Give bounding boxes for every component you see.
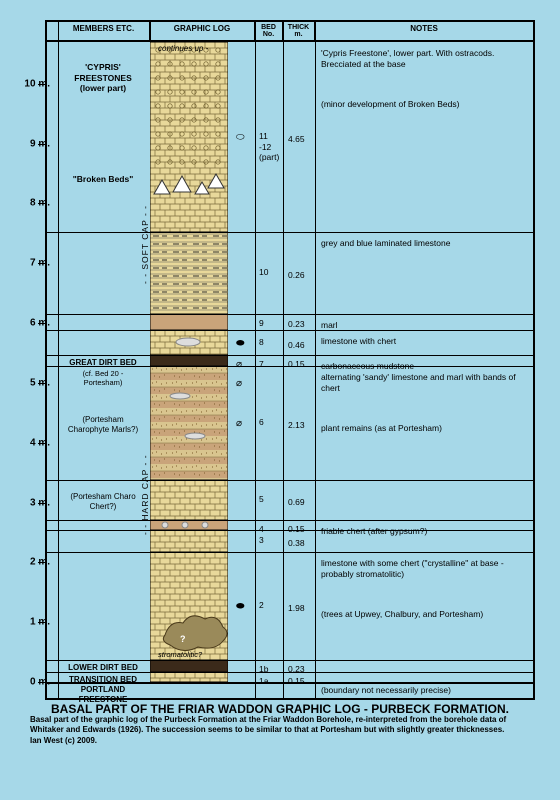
svg-text:?: ? — [180, 634, 186, 644]
bed-no-3: 8 — [256, 335, 282, 350]
member-sub-4: (cf. Bed 20 - Portesham) — [60, 367, 146, 390]
hdr-bed: BED No. — [255, 22, 283, 40]
thick-8: 0.38 — [285, 536, 313, 551]
note-9: limestone with some chert ("crystalline"… — [318, 556, 530, 581]
col-sep-5 — [315, 22, 316, 700]
bed-no-6: 5 — [256, 492, 282, 507]
bed-no-8: 3 — [256, 533, 282, 548]
row-sep-8 — [45, 552, 535, 553]
thick-3: 0.46 — [285, 338, 313, 353]
bed-no-0: 11 -12 (part) — [256, 129, 282, 165]
soft-cap-label: - - SOFT CAP - - — [140, 180, 150, 310]
col-sep-4 — [283, 22, 284, 700]
note-2: marl — [318, 318, 530, 333]
row-sep-0 — [45, 232, 535, 233]
symbol-9: ⬬ — [236, 601, 245, 612]
lith-bed-6 — [150, 366, 228, 480]
caption-line-3: Ian West (c) 2009. — [30, 736, 97, 745]
lith-bed-11 -12 (part) — [150, 42, 228, 232]
thick-1: 0.26 — [285, 268, 313, 283]
symbol-4: ⌀ — [236, 359, 242, 370]
note2-5: plant remains (as at Portesham) — [318, 421, 530, 436]
caption-line-1: Basal part of the graphic log of the Pur… — [30, 715, 506, 724]
zero-line — [45, 682, 535, 684]
note-5: alternating 'sandy' limestone and marl w… — [318, 370, 530, 395]
chart-caption: Basal part of the graphic log of the Pur… — [30, 715, 530, 746]
row-sep-1 — [45, 314, 535, 315]
thick-9: 1.98 — [285, 601, 313, 616]
bed-no-9: 2 — [256, 598, 282, 613]
note2-9: (trees at Upwey, Chalbury, and Portesham… — [318, 607, 530, 622]
thick-5: 2.13 — [285, 418, 313, 433]
lith-bed-7 — [150, 355, 228, 366]
col-sep-2 — [150, 22, 151, 40]
symbol2-5: ⌀ — [236, 378, 242, 389]
note-3: limestone with chert — [318, 334, 530, 349]
thick-7: 0.15 — [285, 522, 313, 537]
row-sep-6 — [45, 520, 535, 521]
col-sep-1 — [58, 22, 59, 700]
member1-0: 'CYPRIS' FREESTONES (lower part) — [60, 60, 146, 96]
note-7: friable chert (after gypsum?) — [318, 524, 530, 539]
member-6: (Portesham Charo Chert?) — [60, 490, 146, 514]
lith-bed-4 — [150, 520, 228, 530]
symbol-3: ⬬ — [236, 338, 245, 349]
row-sep-5 — [45, 480, 535, 481]
lith-bed-9 — [150, 314, 228, 330]
thick-0: 4.65 — [285, 132, 313, 147]
portland-note: (boundary not necessarily precise) — [318, 683, 530, 698]
chart-title: BASAL PART OF THE FRIAR WADDON GRAPHIC L… — [30, 702, 530, 716]
header-divider — [45, 40, 535, 42]
note-0: 'Cypris Freestone', lower part. With ost… — [318, 46, 530, 71]
symbol-5: ⌀ — [236, 418, 242, 429]
hdr-members: MEMBERS ETC. — [58, 22, 150, 40]
member2-0: "Broken Beds" — [60, 172, 146, 187]
member-5: (Portesham Charophyte Marls?) — [60, 413, 146, 437]
symbol-0: ⬭ — [236, 132, 245, 143]
bed-no-2: 9 — [256, 316, 282, 331]
lith-bed-1a — [150, 672, 228, 682]
bed-no-5: 6 — [256, 415, 282, 430]
lith-bed-2: ? — [150, 552, 228, 660]
bed-no-4: 7 — [256, 357, 282, 372]
continues-up-label: continues up - — [155, 42, 211, 56]
hdr-thick: THICK m. — [283, 22, 315, 40]
thick-6: 0.69 — [285, 495, 313, 510]
hard-cap-label: - - HARD CAP - - — [140, 430, 150, 560]
thick-2: 0.23 — [285, 317, 313, 332]
lith-bed-10 — [150, 232, 228, 314]
hdr-graphic: GRAPHIC LOG — [150, 22, 255, 40]
lith-bed-8 — [150, 330, 228, 355]
note-1: grey and blue laminated limestone — [318, 236, 530, 251]
lith-bed-3 — [150, 530, 228, 552]
lith-bed-1b — [150, 660, 228, 672]
thick-4: 0.15 — [285, 357, 313, 372]
lith-bed-5 — [150, 480, 228, 520]
hdr-notes: NOTES — [315, 22, 533, 40]
bed-no-1: 10 — [256, 265, 282, 280]
caption-line-2: Whitaker and Edwards (1926). The success… — [30, 725, 504, 734]
note2-0: (minor development of Broken Beds) — [318, 97, 530, 112]
